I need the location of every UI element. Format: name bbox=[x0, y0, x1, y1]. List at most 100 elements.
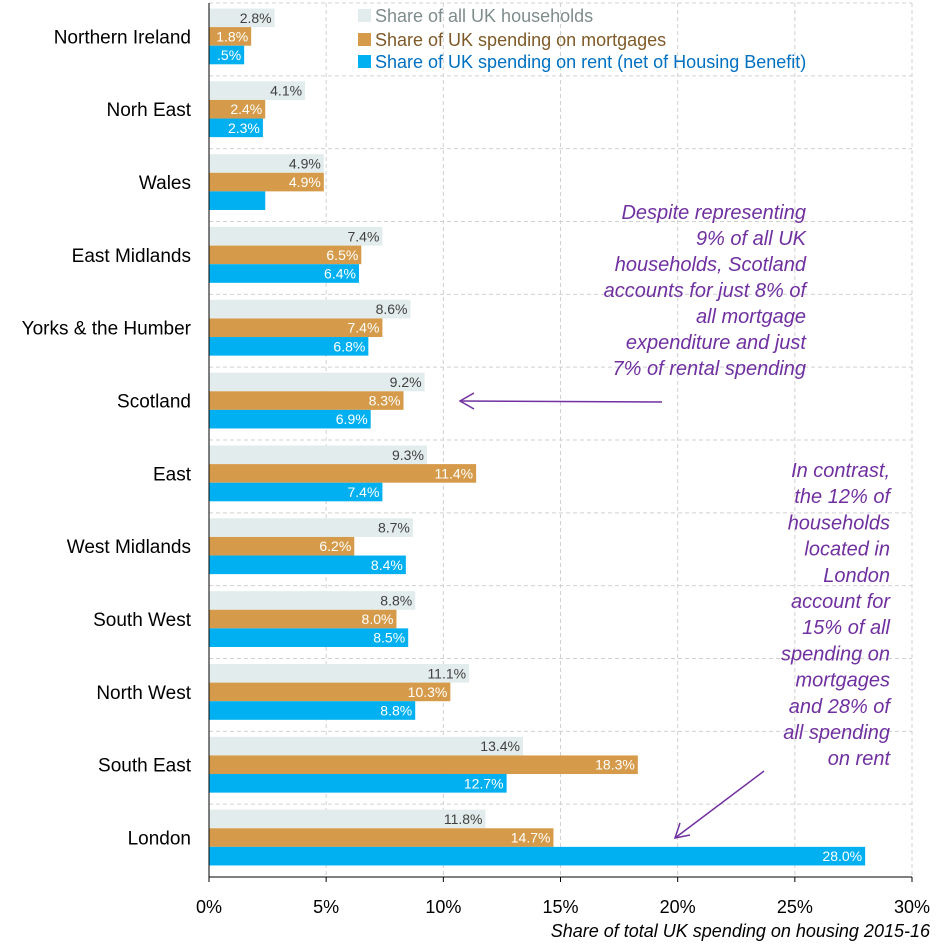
data-label: 9.2% bbox=[390, 374, 422, 390]
category-label: East bbox=[153, 464, 192, 485]
legend-swatch bbox=[358, 55, 371, 68]
annotation-text-line: spending on bbox=[781, 643, 890, 665]
data-label: 14.7% bbox=[511, 830, 551, 846]
annotation-text-line: on rent bbox=[828, 748, 892, 770]
x-axis-title: Share of total UK spending on housing 20… bbox=[551, 921, 931, 941]
bar bbox=[209, 409, 371, 429]
bar bbox=[209, 391, 404, 410]
annotation-text-line: expenditure and just bbox=[626, 332, 808, 354]
bar bbox=[209, 736, 524, 756]
data-label: 4.9% bbox=[289, 174, 321, 190]
annotation-text-line: all mortgage bbox=[696, 306, 806, 328]
data-label: 6.9% bbox=[336, 411, 368, 427]
annotation-arrow bbox=[459, 400, 663, 403]
data-label: 8.7% bbox=[378, 520, 410, 536]
bar bbox=[209, 172, 324, 192]
annotation-text-line: accounts for just 8% of bbox=[604, 280, 809, 302]
data-label: 11.1% bbox=[427, 665, 466, 681]
data-label: 28.0% bbox=[822, 848, 862, 864]
bar bbox=[209, 45, 245, 65]
legend-label: Share of UK spending on rent (net of Hou… bbox=[375, 52, 806, 72]
bar bbox=[209, 445, 427, 465]
data-label: 6.8% bbox=[333, 338, 365, 354]
annotation-text-line: 7% of rental spending bbox=[613, 358, 806, 380]
category-label: West Midlands bbox=[67, 537, 191, 558]
bar bbox=[209, 299, 411, 319]
data-label: 2.8% bbox=[240, 10, 272, 26]
legend: Share of all UK households Share of UK sp… bbox=[358, 6, 806, 72]
bar bbox=[209, 372, 425, 392]
legend-label: Share of all UK households bbox=[375, 6, 593, 26]
annotation-text-line: the 12% of bbox=[794, 486, 892, 508]
bar bbox=[209, 536, 355, 556]
category-label: London bbox=[128, 829, 191, 850]
grid-lines bbox=[209, 2, 913, 878]
x-tick-label: 5% bbox=[313, 897, 339, 917]
bar bbox=[209, 27, 252, 46]
category-label: South West bbox=[93, 610, 192, 631]
legend-label: Share of UK spending on mortgages bbox=[375, 30, 666, 50]
data-label: 7.4% bbox=[347, 228, 379, 244]
data-label: 8.5% bbox=[373, 630, 405, 646]
data-label: 11.4% bbox=[434, 465, 473, 481]
x-axis: 0% 5% 10% 15% 20% 25% 30% Share of total UK spe… bbox=[196, 3, 931, 941]
data-label: 7.4% bbox=[347, 320, 379, 336]
data-label: 4.9% bbox=[289, 155, 321, 171]
bar bbox=[209, 118, 263, 138]
data-label: 2.4% bbox=[230, 101, 262, 117]
x-tick-label: 20% bbox=[660, 897, 696, 917]
data-label: 8.8% bbox=[380, 703, 412, 719]
data-label: 12.7% bbox=[464, 775, 504, 791]
data-label: 8.3% bbox=[369, 393, 401, 409]
data-label: 8.8% bbox=[380, 592, 412, 608]
data-label: .5% bbox=[217, 47, 241, 63]
category-labels: Northern Ireland Norh East Wales East Midla… bbox=[22, 27, 192, 849]
bar bbox=[209, 774, 507, 793]
bar bbox=[209, 482, 383, 502]
data-label: 4.1% bbox=[270, 83, 302, 99]
bar bbox=[209, 591, 416, 610]
bar bbox=[209, 664, 470, 683]
bar bbox=[209, 227, 383, 246]
data-label: 9.3% bbox=[392, 447, 424, 463]
category-label: Wales bbox=[139, 173, 191, 194]
data-labels: 2.8% 1.8% .5% 4.1% 2.4% 2.3% 4.9% 4.9% 7.4% 6.5% 6… bbox=[216, 10, 862, 864]
annotation-text-line: account for bbox=[791, 591, 891, 613]
x-tick-label: 10% bbox=[425, 897, 461, 917]
data-label: 6.4% bbox=[324, 266, 356, 282]
category-label: Scotland bbox=[117, 392, 191, 413]
data-label: 2.3% bbox=[228, 120, 260, 136]
bar bbox=[209, 755, 638, 775]
category-label: East Midlands bbox=[72, 246, 191, 267]
annotation-text-line: households bbox=[788, 512, 890, 534]
bar bbox=[209, 154, 324, 173]
annotation-text-line: and 28% of bbox=[789, 696, 893, 718]
annotation-text-line: households, Scotland bbox=[615, 254, 807, 276]
bar bbox=[209, 682, 451, 702]
bar bbox=[209, 8, 275, 28]
data-label: 18.3% bbox=[595, 757, 635, 773]
category-label: Northern Ireland bbox=[54, 27, 191, 48]
annotation-text-line: In contrast, bbox=[791, 460, 890, 482]
data-label: 10.3% bbox=[408, 684, 448, 700]
bars bbox=[209, 8, 866, 866]
data-label: 1.8% bbox=[216, 28, 248, 44]
bar bbox=[209, 464, 477, 483]
legend-swatch bbox=[358, 9, 371, 22]
data-label: 8.4% bbox=[371, 557, 403, 573]
annotation-text-line: Despite representing bbox=[621, 202, 806, 224]
bar bbox=[209, 609, 397, 629]
bar bbox=[209, 828, 554, 847]
annotation-arrowhead bbox=[673, 822, 691, 839]
category-label: Norh East bbox=[107, 100, 192, 121]
bar bbox=[209, 264, 359, 283]
data-label: 11.8% bbox=[444, 811, 483, 827]
bar bbox=[209, 318, 383, 338]
category-label: North West bbox=[96, 683, 191, 704]
data-label: 7.4% bbox=[347, 484, 379, 500]
data-label: 6.2% bbox=[319, 538, 351, 554]
annotation-text-line: 15% of all bbox=[802, 617, 890, 639]
x-tick-label: 25% bbox=[777, 897, 813, 917]
annotation-text-line: mortgages bbox=[796, 670, 891, 692]
